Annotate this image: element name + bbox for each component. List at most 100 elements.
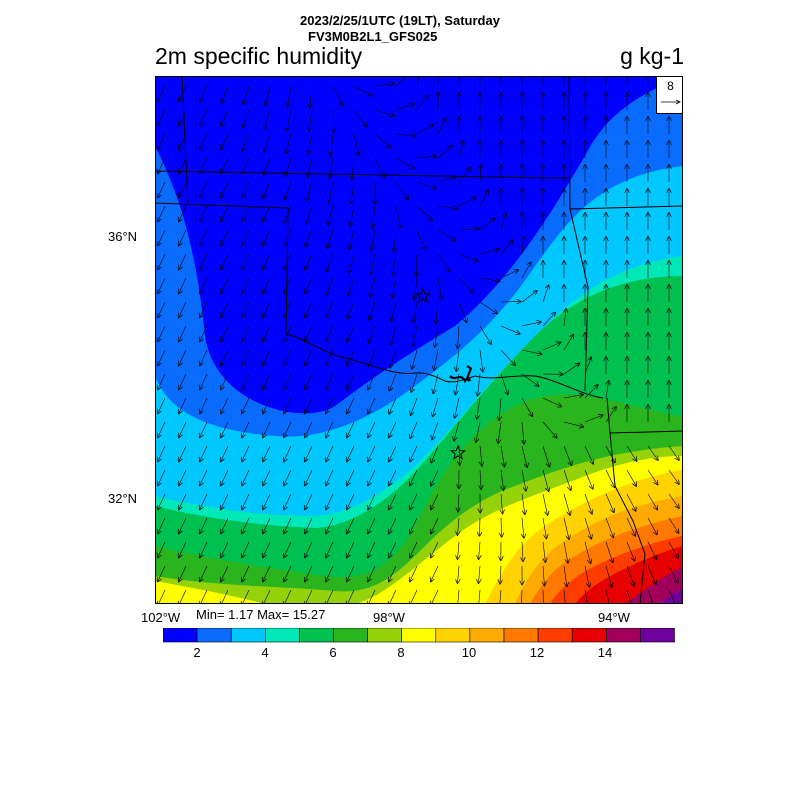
wind-vector-arrow-icon [221, 541, 229, 557]
wind-vector-arrow-icon [563, 589, 566, 604]
wind-vector-arrow-icon [416, 125, 433, 135]
wind-vector-arrow-icon [306, 229, 313, 247]
wind-vector-arrow-icon [391, 325, 397, 344]
wind-vector-arrow-icon [458, 197, 476, 207]
wind-vector-arrow-icon [433, 397, 439, 416]
wind-vector-arrow-icon [347, 421, 355, 437]
wind-vector-arrow-icon [284, 325, 292, 341]
wind-vector-arrow-icon [221, 181, 229, 197]
wind-vector-arrow-icon [626, 469, 636, 486]
colorbar-label: 4 [261, 645, 269, 660]
wind-vector-arrow-icon [626, 541, 635, 561]
wind-vector-arrow-icon [605, 589, 610, 604]
wind-vector-arrow-icon [458, 589, 460, 604]
wind-vector-arrow-icon [368, 517, 376, 533]
wind-vector-arrow-icon [498, 421, 502, 443]
wind-vector-arrow-icon [480, 469, 481, 489]
wind-vector-arrow-icon [242, 565, 250, 581]
wind-vector-arrow-icon [605, 469, 615, 487]
humidity-field [155, 76, 683, 604]
wind-vector-arrow-icon [458, 229, 478, 230]
wind-vector-arrow-icon [521, 493, 525, 514]
wind-vector-arrow-icon [411, 397, 418, 415]
wind-vector-arrow-icon [200, 517, 208, 533]
wind-vector-arrow-icon [395, 157, 414, 168]
wind-vector-arrow-icon [626, 565, 634, 586]
wind-vector-arrow-icon [605, 445, 615, 462]
wind-vector-arrow-icon [668, 541, 678, 558]
field-title: 2m specific humidity [155, 43, 363, 69]
colorbar-label: 12 [529, 645, 545, 660]
wind-vector-arrow-icon [389, 445, 397, 461]
colorbar-swatch [503, 628, 539, 643]
wind-vector-arrow-icon [242, 133, 250, 150]
wind-vector-arrow-icon [410, 517, 418, 533]
wind-vector-arrow-icon [330, 133, 333, 155]
wind-vector-arrow-icon [284, 493, 292, 509]
wind-vector-arrow-icon [479, 190, 488, 207]
wind-vector-arrow-icon [221, 589, 229, 604]
wind-vector-arrow-icon [242, 421, 250, 437]
wind-vector-arrow-icon [221, 253, 229, 269]
wind-vector-arrow-icon [542, 397, 561, 407]
wind-vector-arrow-icon [326, 541, 334, 557]
wind-vector-arrow-icon [200, 469, 208, 485]
wind-vector-arrow-icon [543, 541, 545, 562]
wind-vector-arrow-icon [368, 469, 376, 485]
wind-vector-arrow-icon [437, 253, 450, 271]
wind-vector-arrow-icon [454, 421, 460, 441]
wind-vector-arrow-icon [394, 229, 396, 252]
wind-vector-arrow-icon [179, 565, 187, 581]
wind-vector-arrow-icon [305, 565, 313, 581]
lon-label-102w: 102°W [141, 610, 181, 625]
wind-vector-arrow-icon [479, 349, 483, 372]
wind-vector-arrow-icon [437, 118, 446, 135]
wind-vector-arrow-icon [500, 325, 520, 334]
wind-vector-arrow-icon [309, 109, 313, 131]
wind-vector-arrow-icon [500, 349, 515, 365]
wind-vector-arrow-icon [458, 493, 459, 511]
wind-vector-arrow-icon [264, 133, 271, 152]
wind-vector-arrow-icon [542, 285, 549, 303]
wind-vector-arrow-icon [584, 541, 591, 563]
wind-vector-arrow-icon [416, 229, 425, 250]
wind-vector-arrow-icon [605, 493, 614, 512]
wind-vector-arrow-icon [368, 397, 376, 413]
wind-vector-arrow-icon [372, 229, 376, 251]
wind-vector-arrow-icon [542, 517, 546, 538]
wind-vector-arrow-icon [158, 421, 166, 437]
wind-vector-arrow-icon [347, 565, 355, 581]
wind-vector-arrow-icon [414, 277, 418, 299]
wind-vector-arrow-icon [284, 301, 292, 317]
wind-vector-arrow-icon [564, 309, 566, 327]
wind-vector-arrow-icon [437, 146, 452, 159]
wind-vector-arrow-icon [349, 229, 355, 249]
wind-vector-arrow-icon [347, 469, 355, 485]
wind-vector-arrow-icon [305, 325, 313, 341]
wind-vector-arrow-icon [458, 253, 478, 261]
wind-vector-arrow-icon [242, 469, 250, 485]
wind-vector-arrow-icon [179, 397, 187, 413]
wind-vector-arrow-icon [332, 85, 343, 105]
wind-vector-arrow-icon [263, 373, 271, 389]
wind-vector-arrow-icon [305, 397, 313, 413]
wind-vector-arrow-icon [431, 493, 439, 509]
wind-vector-arrow-icon [347, 589, 355, 604]
wind-vector-arrow-icon [521, 349, 541, 354]
wind-vector-arrow-icon [389, 565, 397, 581]
wind-vector-arrow-icon [200, 205, 208, 221]
wind-vector-arrow-icon [458, 565, 460, 583]
wind-vector-arrow-icon [521, 469, 526, 491]
wind-vector-arrow-icon [158, 469, 166, 485]
wind-vector-arrow-icon [410, 445, 418, 461]
wind-vector-arrow-icon [326, 301, 334, 317]
min-max-stats: Min= 1.17 Max= 15.27 [196, 607, 326, 622]
wind-vector-arrow-icon [432, 421, 439, 439]
wind-vector-arrow-icon [391, 301, 397, 321]
wind-vector-arrow-icon [410, 589, 418, 604]
colorbar-label: 10 [461, 645, 477, 660]
colorbar-swatch [401, 628, 437, 643]
wind-vector-arrow-icon [305, 541, 313, 557]
wind-vector-arrow-icon [158, 565, 166, 581]
wind-vector-arrow-icon [480, 445, 482, 466]
